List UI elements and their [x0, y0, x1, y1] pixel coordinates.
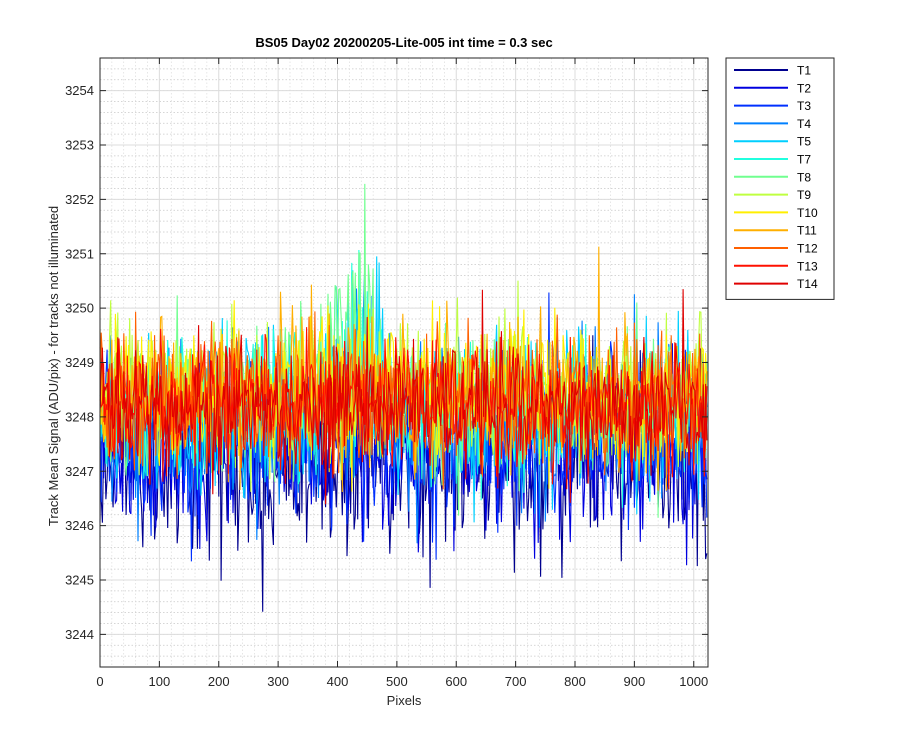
legend: T1 T2 T3 T4 T5 T7 T8 T9 T10 T11 T12 T13 T14: [725, 57, 835, 300]
x-tick-label: 100: [149, 674, 171, 689]
axes: 0 100 200 300 400 500 600 700 800 900 1000 3244 3245…: [65, 57, 709, 689]
legend-label-T11: T11: [797, 224, 817, 238]
x-tick-label: 300: [267, 674, 289, 689]
data-series: [99, 183, 708, 612]
legend-label-T7: T7: [797, 153, 811, 167]
series-line-T13: [99, 327, 708, 490]
legend-label-T5: T5: [797, 135, 811, 149]
x-tick-label: 600: [445, 674, 467, 689]
x-tick-label: 700: [505, 674, 527, 689]
y-tick-label: 3248: [65, 409, 94, 424]
legend-label-T13: T13: [797, 259, 818, 273]
legend-label-T8: T8: [797, 170, 811, 184]
y-tick-label: 3251: [65, 246, 94, 261]
legend-label-T10: T10: [797, 206, 818, 220]
x-axis-label: Pixels: [387, 693, 422, 708]
y-tick-label: 3254: [65, 83, 94, 98]
y-tick-label: 3245: [65, 573, 94, 588]
y-tick-label: 3249: [65, 355, 94, 370]
series-line-T14: [99, 289, 708, 505]
legend-label-T9: T9: [797, 188, 811, 202]
x-tick-label: 900: [624, 674, 646, 689]
x-tick-label: 500: [386, 674, 408, 689]
y-tick-label: 3252: [65, 192, 94, 207]
legend-label-T4: T4: [797, 117, 811, 131]
chart-title: BS05 Day02 20200205-Lite-005 int time = …: [255, 35, 552, 50]
legend-label-T3: T3: [797, 99, 811, 113]
x-tick-label: 0: [96, 674, 103, 689]
y-tick-label: 3244: [65, 627, 94, 642]
y-tick-label: 3250: [65, 301, 94, 316]
x-tick-label: 800: [564, 674, 586, 689]
legend-box: [725, 57, 835, 300]
legend-label-T12: T12: [797, 242, 818, 256]
x-tick-label: 200: [208, 674, 230, 689]
legend-label-T2: T2: [797, 81, 811, 95]
y-tick-label: 3246: [65, 518, 94, 533]
legend-label-T14: T14: [797, 277, 818, 291]
y-tick-label: 3253: [65, 138, 94, 153]
x-tick-label: 400: [327, 674, 349, 689]
y-tick-label: 3247: [65, 464, 94, 479]
x-tick-label: 1000: [679, 674, 708, 689]
series-line-T12: [99, 311, 708, 490]
legend-label-T1: T1: [797, 64, 811, 78]
y-axis-label: Track Mean Signal (ADU/pix) - for tracks…: [46, 206, 61, 526]
